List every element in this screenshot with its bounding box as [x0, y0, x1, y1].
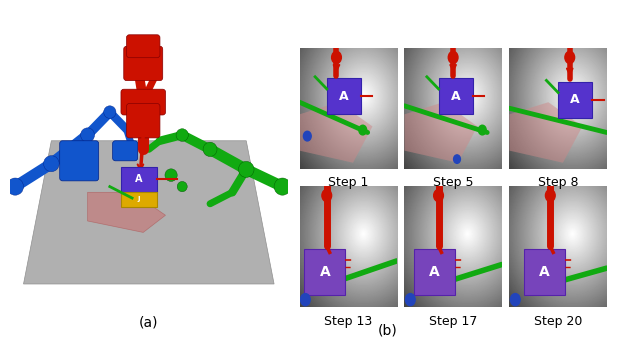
- FancyBboxPatch shape: [558, 81, 592, 118]
- FancyBboxPatch shape: [524, 249, 565, 295]
- Circle shape: [81, 128, 95, 142]
- Text: Step 1: Step 1: [328, 176, 369, 189]
- Circle shape: [176, 129, 188, 141]
- Circle shape: [434, 190, 444, 202]
- Circle shape: [332, 51, 341, 63]
- Circle shape: [239, 161, 254, 177]
- Circle shape: [177, 181, 188, 192]
- Text: Step 17: Step 17: [429, 315, 477, 328]
- Polygon shape: [24, 141, 274, 284]
- Text: A: A: [339, 90, 349, 103]
- Circle shape: [454, 155, 460, 163]
- Text: J: J: [138, 196, 140, 203]
- FancyBboxPatch shape: [121, 89, 166, 115]
- Text: (b): (b): [378, 324, 397, 338]
- Polygon shape: [300, 102, 372, 163]
- Circle shape: [104, 106, 116, 118]
- Text: Step 8: Step 8: [538, 176, 579, 189]
- Circle shape: [359, 125, 367, 135]
- Polygon shape: [88, 192, 166, 233]
- Text: Step 20: Step 20: [534, 315, 582, 328]
- FancyBboxPatch shape: [127, 104, 160, 138]
- FancyBboxPatch shape: [327, 78, 361, 114]
- Circle shape: [406, 294, 415, 306]
- FancyBboxPatch shape: [60, 141, 99, 181]
- Text: A: A: [570, 93, 580, 106]
- Circle shape: [165, 169, 177, 181]
- FancyBboxPatch shape: [305, 249, 345, 295]
- Circle shape: [203, 142, 217, 157]
- Text: A: A: [429, 265, 440, 279]
- FancyBboxPatch shape: [121, 192, 157, 207]
- FancyBboxPatch shape: [438, 78, 472, 114]
- Circle shape: [303, 131, 311, 141]
- Circle shape: [565, 51, 575, 63]
- Circle shape: [511, 294, 520, 306]
- Text: A: A: [539, 265, 550, 279]
- Text: (a): (a): [139, 315, 159, 329]
- Text: Step 5: Step 5: [433, 176, 474, 189]
- Text: Step 13: Step 13: [324, 315, 372, 328]
- Circle shape: [479, 125, 486, 135]
- Polygon shape: [404, 102, 477, 163]
- Text: A: A: [135, 175, 143, 184]
- Circle shape: [322, 190, 332, 202]
- Polygon shape: [509, 102, 582, 163]
- Circle shape: [448, 51, 458, 63]
- FancyBboxPatch shape: [127, 35, 160, 58]
- FancyBboxPatch shape: [113, 141, 138, 161]
- Text: A: A: [319, 265, 330, 279]
- FancyBboxPatch shape: [121, 166, 157, 192]
- FancyBboxPatch shape: [414, 249, 455, 295]
- Circle shape: [301, 294, 310, 306]
- Circle shape: [44, 155, 59, 172]
- Circle shape: [545, 190, 555, 202]
- FancyBboxPatch shape: [124, 46, 163, 80]
- Text: A: A: [451, 90, 460, 103]
- Circle shape: [7, 178, 24, 195]
- Circle shape: [274, 178, 291, 195]
